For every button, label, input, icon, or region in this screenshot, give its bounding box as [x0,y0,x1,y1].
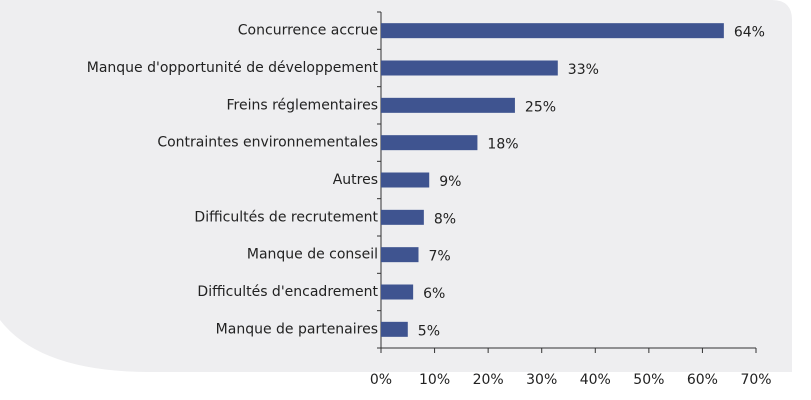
y-tick-label: Manque de partenaires [216,321,378,337]
x-tick-label: 40% [580,372,611,388]
value-label: 9% [439,174,461,190]
y-tick-label: Concurrence accrue [238,23,378,39]
x-tick-label: 20% [473,372,504,388]
x-tick-label: 0% [370,372,392,388]
y-tick-label: Manque d'opportunité de développement [87,60,379,76]
y-tick-label: Manque de conseil [247,247,378,263]
y-tick-label: Contraintes environnementales [157,135,378,151]
x-tick-label: 10% [419,372,450,388]
bar [381,60,558,76]
x-tick-label: 50% [633,372,664,388]
value-label: 7% [429,249,451,265]
value-label: 5% [418,323,440,339]
value-label: 33% [568,62,599,78]
bar [381,247,419,263]
bar [381,321,408,337]
y-tick-label: Difficultés d'encadrement [197,284,378,300]
value-label: 8% [434,211,456,227]
bar [381,23,724,39]
bar [381,209,424,225]
x-tick-label: 60% [687,372,718,388]
x-tick-label: 70% [740,372,771,388]
value-label: 64% [734,25,765,41]
bar [381,135,478,151]
bar [381,172,430,188]
value-label: 18% [487,137,518,153]
y-tick-label: Freins réglementaires [227,97,379,113]
value-label: 6% [423,286,445,302]
value-label: 25% [525,99,556,115]
bar [381,284,414,300]
y-tick-label: Autres [333,172,378,188]
bar [381,97,515,113]
y-tick-label: Difficultés de recrutement [194,209,378,225]
x-tick-label: 30% [526,372,557,388]
